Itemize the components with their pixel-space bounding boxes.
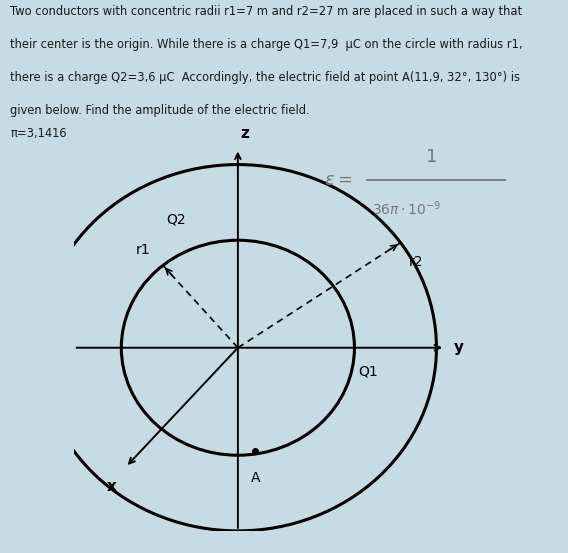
Text: $\epsilon=$: $\epsilon=$ <box>324 171 353 190</box>
Text: z: z <box>240 126 249 140</box>
Text: r1: r1 <box>135 243 150 257</box>
Text: 1: 1 <box>427 148 438 165</box>
Text: A: A <box>250 471 260 485</box>
Text: π=3,1416: π=3,1416 <box>10 127 67 140</box>
Text: their center is the origin. While there is a charge Q1=7,9  μC on the circle wit: their center is the origin. While there … <box>10 38 523 51</box>
Text: Q2: Q2 <box>166 212 186 227</box>
Text: $36\pi \cdot 10^{-9}$: $36\pi \cdot 10^{-9}$ <box>371 199 441 218</box>
Text: x: x <box>107 479 117 494</box>
Text: y: y <box>454 340 463 355</box>
Text: Two conductors with concentric radii r1=7 m and r2=27 m are placed in such a way: Two conductors with concentric radii r1=… <box>10 5 523 18</box>
Text: given below. Find the amplitude of the electric field.: given below. Find the amplitude of the e… <box>10 105 310 117</box>
Text: Q1: Q1 <box>359 364 378 379</box>
Text: there is a charge Q2=3,6 μC  Accordingly, the electric field at point A(11,9, 32: there is a charge Q2=3,6 μC Accordingly,… <box>10 71 520 84</box>
Text: r2: r2 <box>409 254 424 269</box>
